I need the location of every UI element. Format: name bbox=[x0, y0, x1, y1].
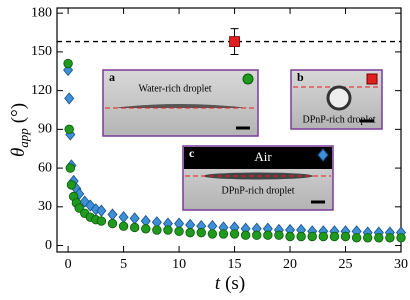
y-tick-label: 90 bbox=[38, 122, 52, 137]
inset-top-text: Air bbox=[254, 149, 272, 164]
point bbox=[285, 231, 295, 242]
point bbox=[229, 36, 240, 47]
point bbox=[274, 230, 284, 240]
y-tick-label: 0 bbox=[45, 238, 52, 253]
plot-frame bbox=[56, 7, 402, 253]
point bbox=[96, 204, 107, 217]
point bbox=[240, 230, 251, 240]
point bbox=[118, 211, 129, 224]
point bbox=[118, 221, 129, 231]
point bbox=[385, 233, 395, 243]
inset-icon bbox=[242, 73, 254, 85]
point bbox=[329, 231, 340, 242]
point bbox=[129, 212, 140, 225]
point bbox=[396, 233, 406, 243]
point bbox=[263, 230, 273, 240]
point bbox=[296, 231, 306, 242]
droplet bbox=[113, 104, 248, 108]
point bbox=[96, 216, 107, 226]
point bbox=[229, 229, 240, 239]
point bbox=[141, 224, 151, 234]
inset-caption: DPnP-rich droplet bbox=[302, 114, 375, 125]
point bbox=[129, 222, 140, 233]
x-tick-label: 15 bbox=[228, 257, 242, 272]
point bbox=[152, 225, 162, 235]
inset-caption: Water-rich droplet bbox=[138, 83, 211, 94]
x-axis-label: t (s) bbox=[215, 273, 245, 294]
x-tick-label: 25 bbox=[339, 257, 353, 272]
inset-label: a bbox=[109, 70, 115, 84]
droplet bbox=[326, 85, 352, 111]
inset-label: b bbox=[297, 70, 304, 84]
y-tick-label: 180 bbox=[31, 5, 52, 20]
point bbox=[64, 92, 75, 105]
point bbox=[163, 225, 173, 235]
point bbox=[340, 231, 351, 242]
point bbox=[185, 227, 195, 238]
inset-label: c bbox=[189, 146, 195, 160]
point bbox=[218, 229, 229, 239]
point bbox=[307, 231, 317, 242]
inset-caption: DPnP-rich droplet bbox=[221, 185, 294, 196]
point bbox=[107, 218, 118, 229]
x-tick-label: 10 bbox=[172, 257, 186, 272]
x-tick-label: 30 bbox=[394, 257, 408, 272]
y-tick-label: 150 bbox=[31, 44, 52, 59]
point bbox=[252, 230, 262, 240]
point bbox=[196, 227, 206, 238]
inset-icon bbox=[366, 73, 378, 85]
point bbox=[107, 208, 118, 221]
point bbox=[66, 180, 77, 190]
point bbox=[64, 124, 74, 135]
x-tick-label: 0 bbox=[65, 257, 72, 272]
x-tick-label: 20 bbox=[283, 257, 297, 272]
point bbox=[63, 58, 73, 69]
point bbox=[363, 233, 373, 243]
point bbox=[318, 231, 329, 242]
x-tick-label: 5 bbox=[120, 257, 127, 272]
point bbox=[374, 233, 384, 243]
inset-image bbox=[102, 69, 259, 137]
point bbox=[65, 163, 76, 173]
y-tick-label: 60 bbox=[38, 160, 52, 175]
inset-icon bbox=[317, 148, 329, 162]
y-tick-label: 30 bbox=[38, 199, 52, 214]
point bbox=[207, 229, 218, 239]
y-axis-label: θapp(°) bbox=[8, 103, 31, 157]
point bbox=[351, 233, 362, 243]
air-region bbox=[184, 147, 332, 169]
y-tick-label: 120 bbox=[31, 83, 52, 98]
point bbox=[174, 226, 184, 237]
